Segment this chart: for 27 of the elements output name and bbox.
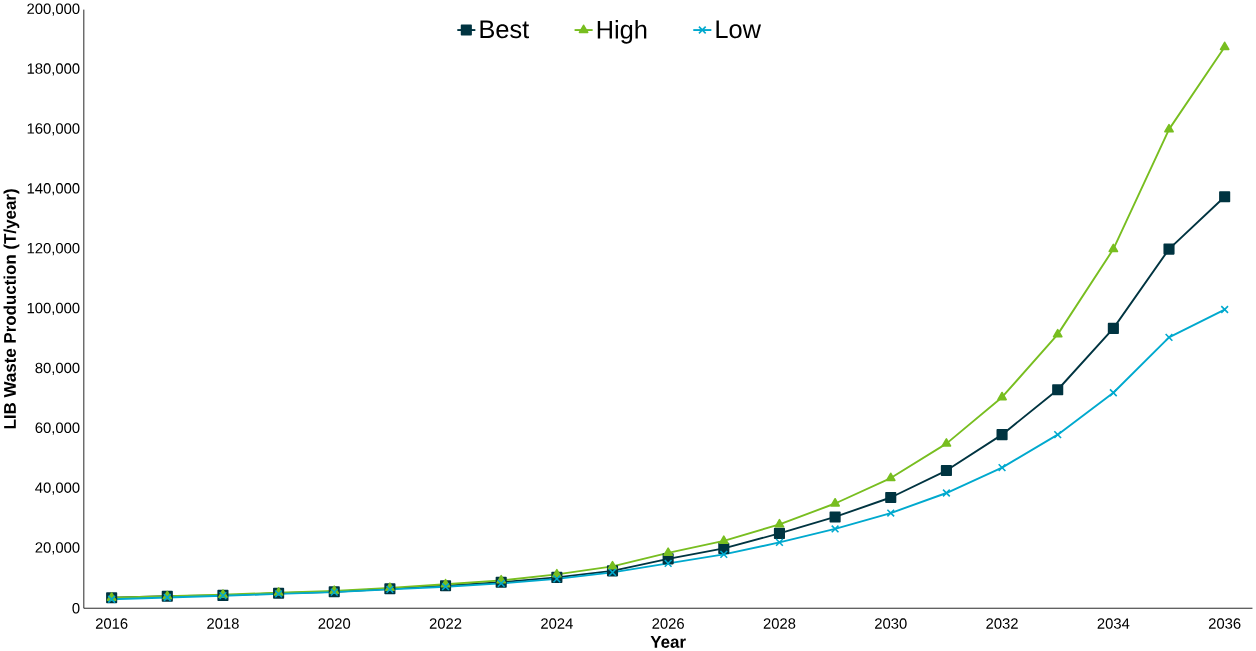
x-tick-label: 2028 [763, 618, 796, 629]
y-tick-label: 20,000 [35, 542, 80, 555]
x-tick-label: 2036 [1208, 618, 1241, 629]
x-tick-label: 2022 [429, 618, 462, 629]
x-tick-label: 2020 [318, 618, 351, 629]
x-tick-label: 2024 [541, 618, 573, 629]
y-tick-label: 100,000 [27, 302, 80, 315]
y-tick-label: 180,000 [27, 63, 80, 76]
y-tick-label: 120,000 [27, 242, 80, 255]
y-tick-label: 200,000 [27, 3, 80, 16]
x-tick-label: 2016 [95, 618, 128, 629]
x-tick-label: 2034 [1097, 618, 1130, 629]
y-tick-label: 0 [72, 602, 80, 614]
legend-label: High [597, 19, 647, 44]
y-tick-label: 60,000 [35, 422, 80, 435]
y-tick-label: 160,000 [27, 123, 80, 136]
x-tick-label: 2032 [986, 618, 1018, 629]
x-tick-label: 2030 [875, 618, 907, 629]
x-tick-label: 2018 [207, 618, 239, 629]
y-tick-label: 40,000 [35, 482, 80, 495]
y-tick-label: 140,000 [27, 182, 80, 196]
legend-label: Best [480, 20, 530, 39]
legend-label: Low [716, 20, 762, 39]
x-tick-label: 2026 [652, 618, 684, 629]
y-axis-title: LIB Waste Production (T/year) [3, 189, 20, 429]
x-axis-title: Year [650, 635, 686, 648]
y-tick-label: 80,000 [35, 362, 80, 375]
